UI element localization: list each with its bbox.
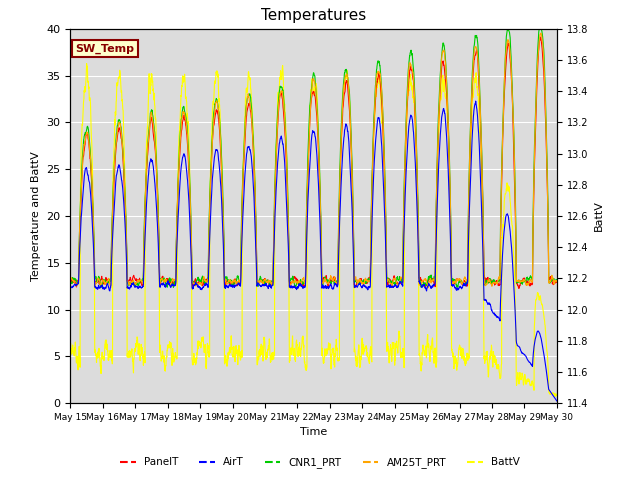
CNR1_PRT [328, 281, 335, 287]
AM25T_PRT [338, 123, 346, 129]
CNR1_PRT [553, 277, 561, 283]
CNR1_PRT [504, 26, 511, 32]
AirT [327, 283, 335, 288]
BattV [551, 394, 559, 399]
AirT [338, 170, 346, 176]
AirT [472, 98, 479, 104]
CNR1_PRT [510, 144, 518, 150]
PanelT [202, 277, 210, 283]
CNR1_PRT [202, 278, 210, 284]
BattV [83, 61, 90, 67]
AirT [524, 357, 531, 362]
PanelT [537, 34, 545, 40]
Line: AirT: AirT [70, 101, 557, 401]
PanelT [553, 278, 561, 284]
CNR1_PRT [67, 281, 74, 287]
Y-axis label: BattV: BattV [594, 201, 604, 231]
X-axis label: Time: Time [300, 428, 327, 437]
Line: BattV: BattV [70, 64, 557, 396]
AM25T_PRT [327, 274, 335, 280]
CNR1_PRT [338, 108, 346, 114]
AM25T_PRT [424, 285, 432, 290]
AM25T_PRT [510, 141, 518, 146]
BattV [524, 377, 531, 383]
AM25T_PRT [202, 279, 210, 285]
Line: AM25T_PRT: AM25T_PRT [70, 33, 557, 288]
Line: CNR1_PRT: CNR1_PRT [70, 29, 557, 288]
CNR1_PRT [455, 280, 463, 286]
BattV [553, 393, 561, 398]
CNR1_PRT [524, 276, 532, 281]
BattV [510, 262, 518, 268]
AM25T_PRT [67, 276, 74, 281]
Line: PanelT: PanelT [70, 37, 557, 288]
PanelT [454, 277, 462, 283]
Legend: PanelT, AirT, CNR1_PRT, AM25T_PRT, BattV: PanelT, AirT, CNR1_PRT, AM25T_PRT, BattV [116, 453, 524, 472]
AirT [67, 285, 74, 290]
BattV [67, 342, 74, 348]
BattV [455, 349, 463, 355]
PanelT [327, 279, 335, 285]
BattV [202, 366, 210, 372]
Title: Temperatures: Temperatures [261, 9, 366, 24]
PanelT [510, 147, 518, 153]
AM25T_PRT [455, 277, 463, 283]
AirT [510, 287, 518, 292]
PanelT [338, 131, 346, 137]
AirT [454, 286, 462, 292]
BattV [338, 120, 346, 126]
AirT [553, 398, 561, 404]
PanelT [515, 286, 523, 291]
AM25T_PRT [553, 279, 561, 285]
AM25T_PRT [524, 281, 531, 287]
AM25T_PRT [537, 30, 545, 36]
PanelT [67, 277, 74, 283]
CNR1_PRT [97, 285, 105, 291]
PanelT [524, 278, 531, 284]
BattV [328, 359, 335, 365]
Text: SW_Temp: SW_Temp [76, 44, 134, 54]
AirT [202, 280, 210, 286]
Y-axis label: Temperature and BattV: Temperature and BattV [31, 151, 41, 281]
